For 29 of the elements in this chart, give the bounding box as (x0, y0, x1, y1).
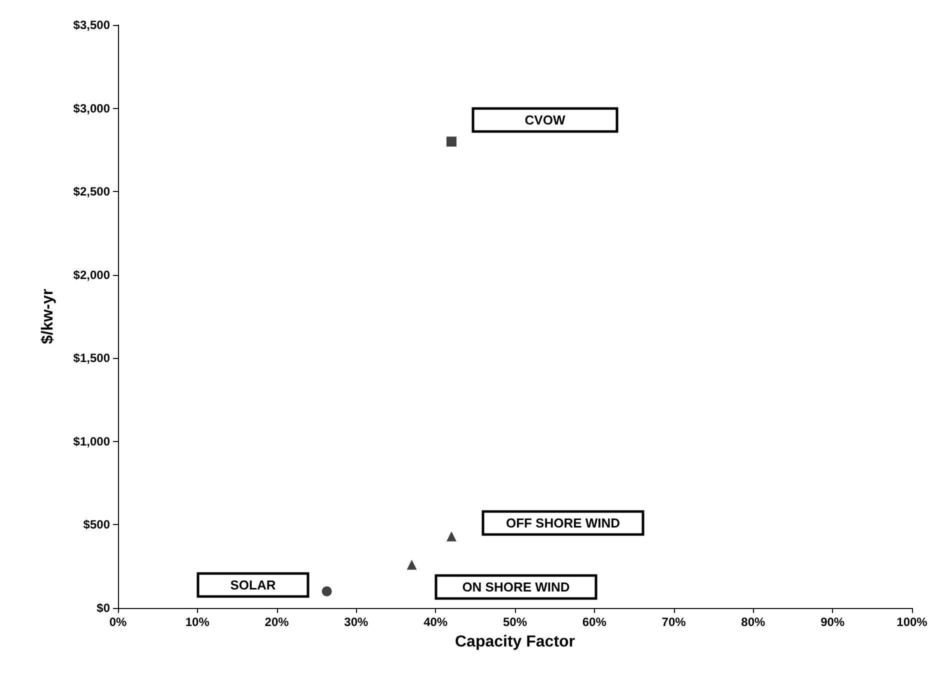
x-tick-label: 20% (264, 615, 290, 629)
x-axis-title: Capacity Factor (454, 634, 576, 650)
point (406, 560, 417, 570)
x-tick-label: 10% (185, 615, 210, 629)
point (446, 136, 456, 147)
annotation: SOLAR (230, 578, 276, 592)
x-tick-label: 90% (820, 615, 845, 629)
y-tick-label: $500 (83, 518, 110, 532)
y-axis-title: $/kw-yr (40, 288, 56, 344)
annotation: CVOW (524, 112, 566, 128)
y-tick-label: $3,000 (73, 101, 110, 116)
x-tick-label: 70% (662, 615, 686, 629)
y-tick-label: $1,000 (73, 434, 110, 448)
x-tick-label: 80% (741, 615, 766, 629)
x-tick-label: 100% (896, 615, 928, 629)
x-tick-label: 0% (109, 615, 127, 629)
point (446, 531, 456, 542)
y-tick-label: $2,500 (73, 184, 110, 199)
y-tick-label: $2,000 (73, 268, 110, 282)
annotation: ON SHORE WIND (462, 580, 570, 594)
point (322, 586, 332, 596)
y-tick-label: $3,500 (73, 18, 110, 32)
annotation: OFF SHORE WIND (506, 516, 620, 530)
x-tick-label: 30% (344, 615, 369, 629)
y-tick-label: $1,500 (73, 351, 110, 366)
x-tick-label: 50% (502, 615, 528, 629)
y-tick-label: $0 (96, 601, 110, 615)
x-tick-label: 60% (582, 615, 607, 629)
x-tick-label: 40% (424, 615, 448, 629)
